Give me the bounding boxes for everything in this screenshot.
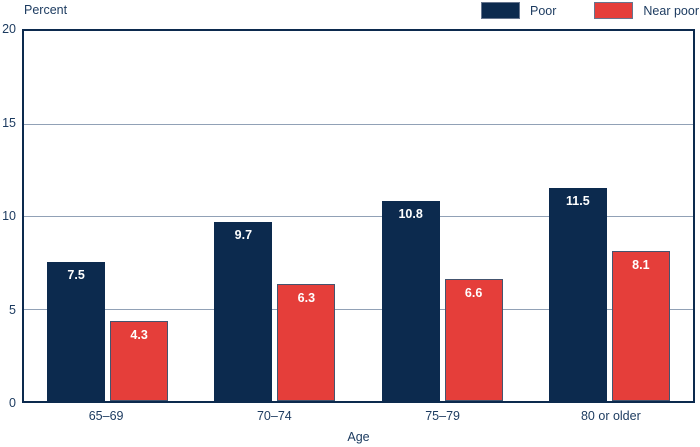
x-axis-labels: 65–69 70–74 75–79 80 or older	[22, 409, 695, 423]
bar-value-label: 9.7	[234, 227, 253, 242]
bar-group-0: 7.5 4.3	[24, 31, 191, 401]
gridline-15	[24, 123, 693, 125]
bar-group-2: 10.8 6.6	[359, 31, 526, 401]
bar-value-label: 8.1	[632, 258, 650, 273]
legend-item-1: Near poor	[594, 2, 699, 19]
bar-value-label: 4.3	[130, 328, 148, 343]
y-axis-title: Percent	[24, 3, 68, 17]
legend-swatch-1	[594, 2, 634, 19]
legend-label-0: Poor	[530, 3, 557, 18]
y-tick-10: 10	[2, 209, 16, 223]
bar-poor-2: 10.8	[381, 201, 440, 401]
bar-value-label: 11.5	[566, 194, 590, 209]
bar-near-poor-2: 6.6	[444, 278, 503, 401]
legend-label-1: Near poor	[643, 3, 699, 18]
plot-area: 7.5 4.3 9.7 6.3 10.8 6.6 11.5 8.1	[22, 29, 695, 403]
y-tick-0: 0	[9, 396, 16, 410]
legend: Poor Near poor	[481, 2, 699, 19]
x-label-1: 70–74	[256, 409, 292, 423]
y-axis-ticks: 20 15 10 5 0	[0, 22, 16, 410]
bar-near-poor-1: 6.3	[277, 284, 336, 401]
x-label-2: 75–79	[425, 409, 460, 423]
gridline-10	[24, 216, 693, 217]
gridline-5	[24, 308, 693, 310]
bars-container: 7.5 4.3 9.7 6.3 10.8 6.6 11.5 8.1	[24, 31, 693, 401]
bar-near-poor-0: 4.3	[110, 321, 169, 401]
bar-value-label: 7.5	[67, 268, 85, 283]
bar-group-1: 9.7 6.3	[191, 31, 358, 401]
y-tick-15: 15	[2, 115, 16, 130]
bar-value-label: 6.6	[464, 285, 483, 300]
bar-value-label: 6.3	[297, 291, 316, 306]
y-tick-20: 20	[2, 22, 16, 36]
y-tick-5: 5	[9, 302, 16, 317]
legend-item-0: Poor	[481, 2, 556, 19]
legend-swatch-0	[481, 2, 520, 19]
bar-near-poor-3: 8.1	[611, 251, 670, 401]
bar-poor-1: 9.7	[214, 221, 273, 401]
x-axis-title: Age	[347, 430, 370, 444]
x-label-0: 65–69	[88, 409, 124, 423]
bar-poor-0: 7.5	[47, 262, 106, 401]
bar-poor-3: 11.5	[548, 188, 607, 401]
x-label-3: 80 or older	[580, 409, 641, 423]
bar-value-label: 10.8	[398, 207, 423, 222]
bar-group-3: 11.5 8.1	[526, 31, 693, 401]
